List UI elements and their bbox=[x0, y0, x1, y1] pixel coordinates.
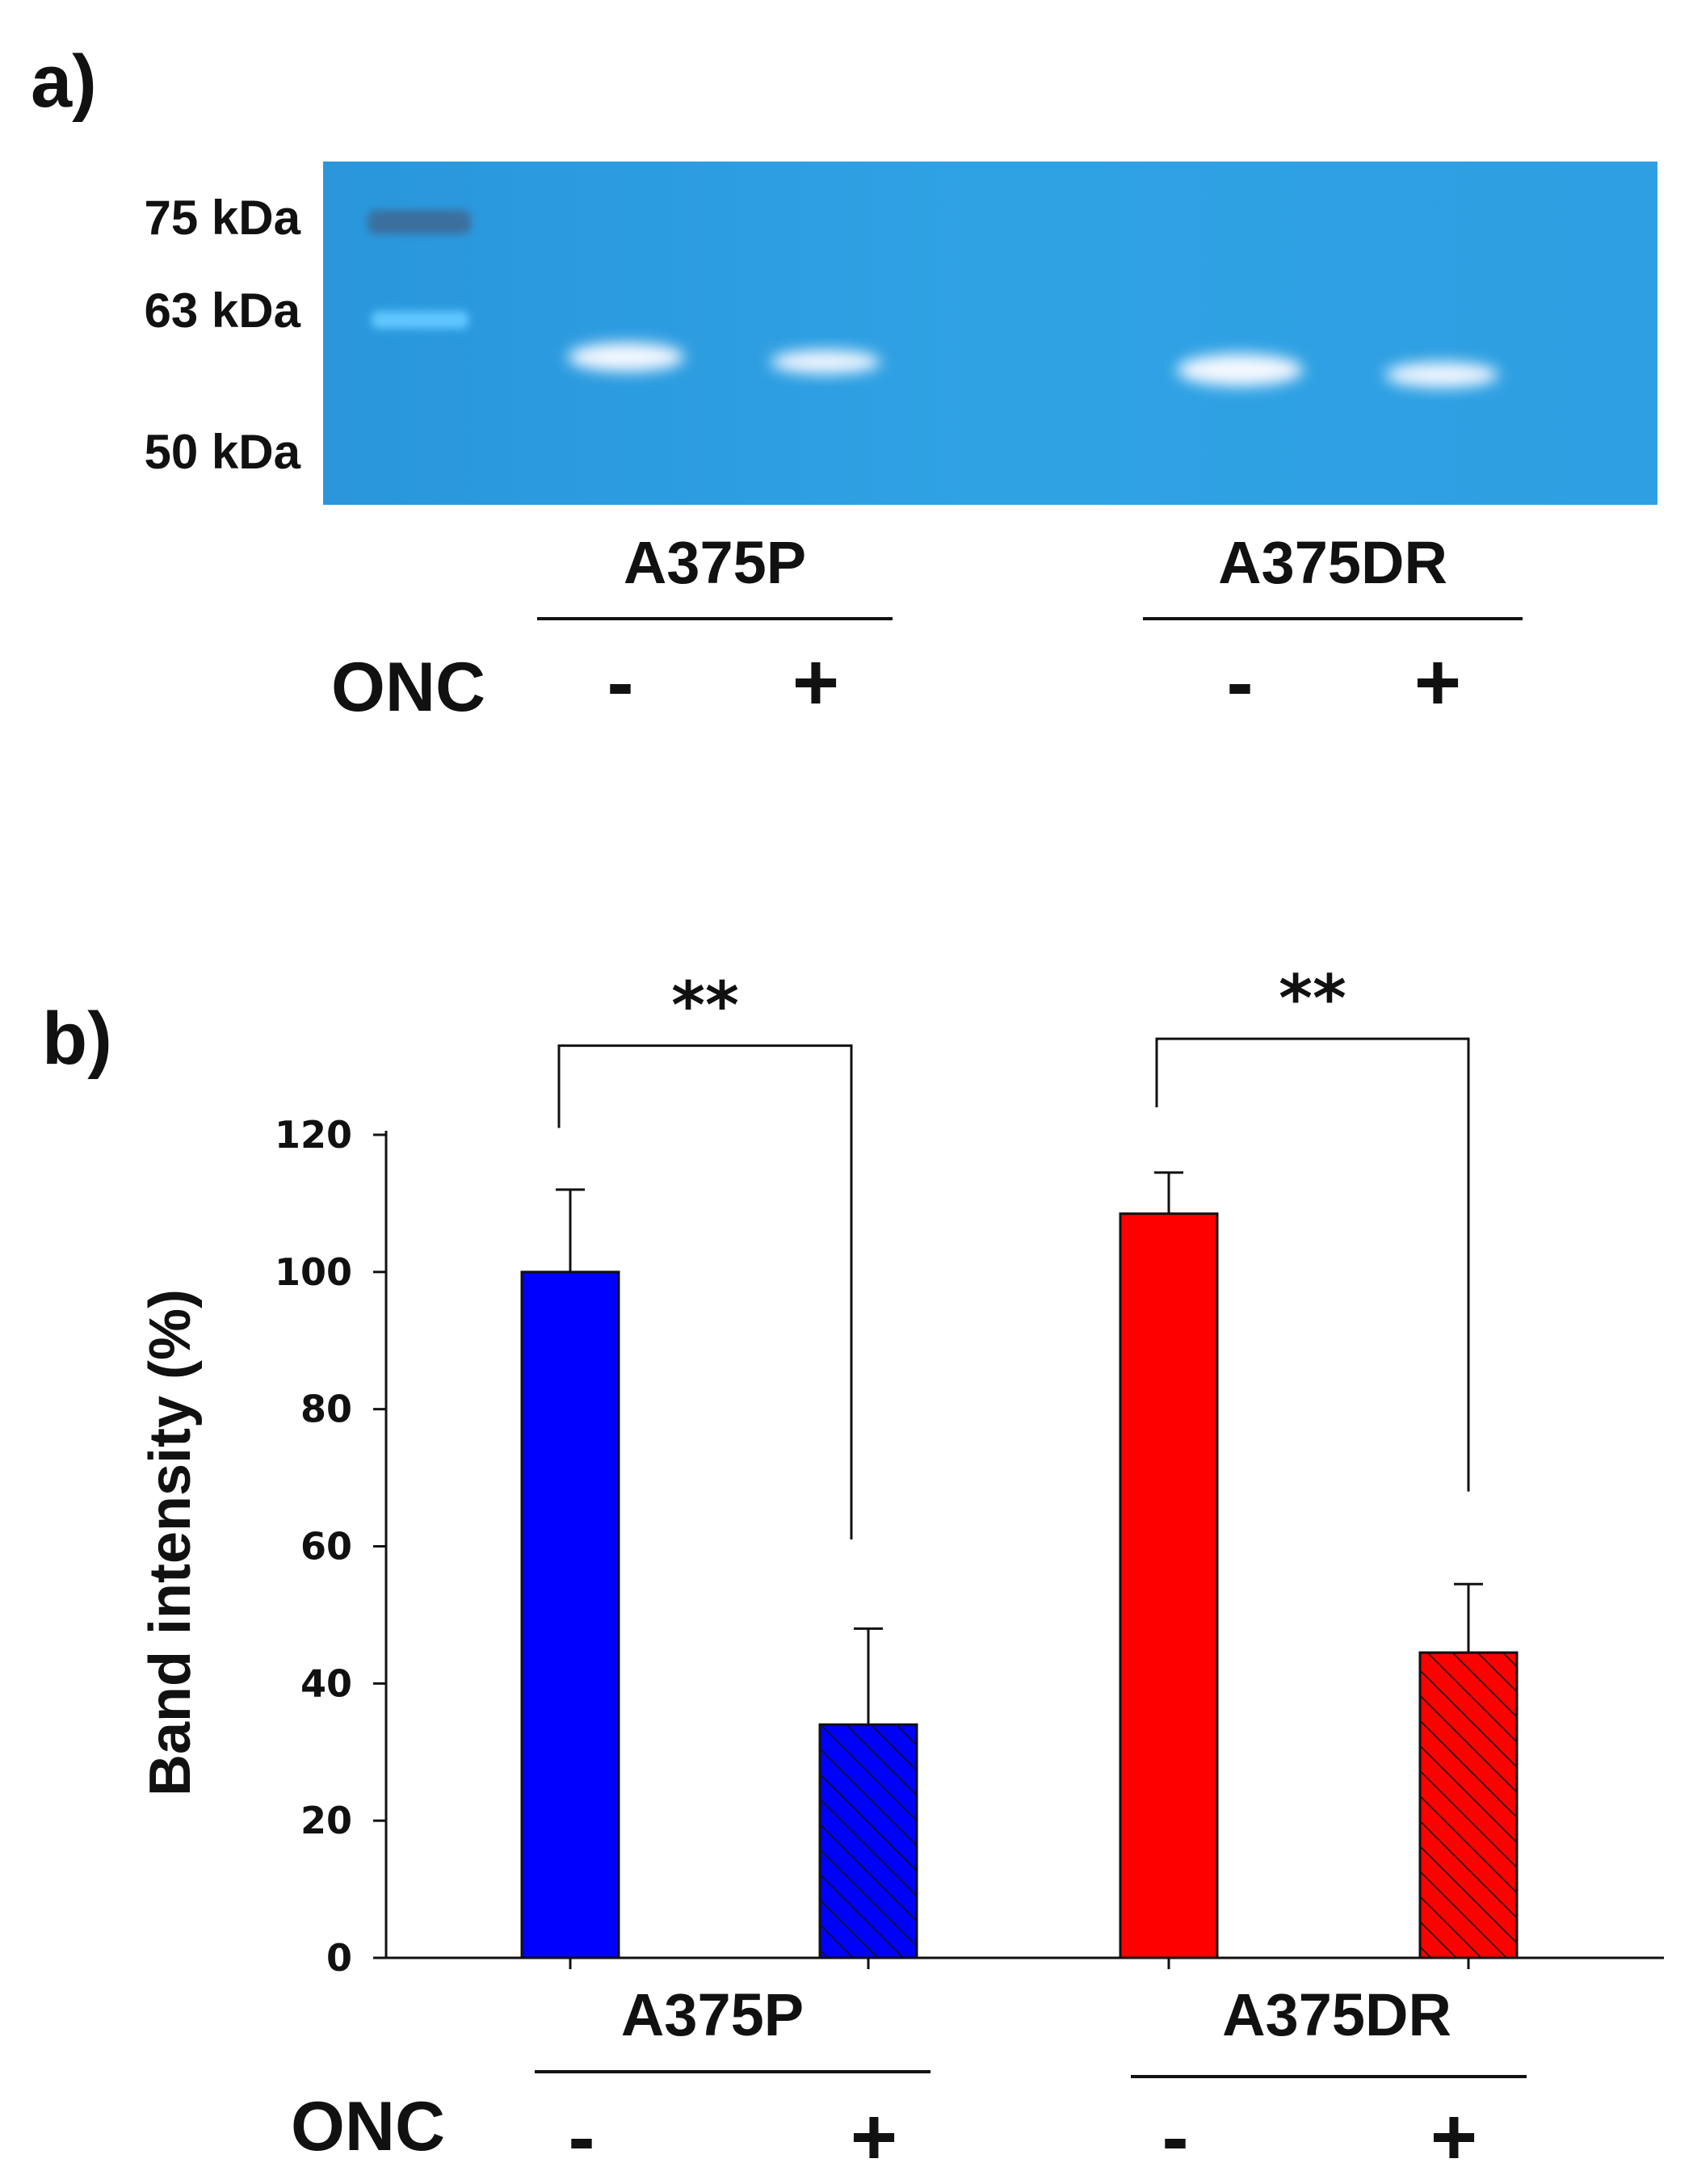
sample-band-a375p-minus bbox=[568, 342, 684, 372]
significance-label-1: ** bbox=[1279, 961, 1346, 1036]
y-axis-label: Band intensity (%) bbox=[138, 1289, 203, 1796]
significance-bracket-1 bbox=[1155, 1037, 1470, 1492]
gel-image bbox=[323, 162, 1657, 505]
marker-label-50: 50 kDa bbox=[144, 425, 300, 479]
bar-hatch-1 bbox=[818, 1723, 918, 1959]
gel-background bbox=[323, 162, 1657, 505]
chart-axes: 0 20 40 60 80 100 120 bbox=[275, 1113, 1664, 1980]
gel-sign-1: - bbox=[607, 637, 634, 728]
y-tick-label-120: 120 bbox=[275, 1113, 352, 1157]
chart-labels: Band intensity (%) A375P A375DR ONC - + … bbox=[138, 1289, 1527, 2182]
chart-sign-4: + bbox=[1430, 2092, 1477, 2182]
y-tick-label-40: 40 bbox=[300, 1661, 352, 1705]
chart-sign-3: - bbox=[1162, 2092, 1188, 2182]
sample-band-a375p-plus bbox=[771, 350, 880, 374]
chart-bars: ** ** bbox=[520, 961, 1519, 1959]
x-group-label-a375dr: A375DR bbox=[1222, 1981, 1451, 2048]
bar-2 bbox=[1119, 1212, 1219, 1959]
x-group-label-a375p: A375P bbox=[621, 1981, 804, 2048]
gel-group-rule-a375p bbox=[537, 617, 893, 620]
gel-svg bbox=[323, 162, 1657, 505]
marker-band-75 bbox=[368, 210, 471, 234]
x-group-rule-a375p bbox=[535, 2070, 931, 2073]
gel-group-rule-a375dr bbox=[1143, 617, 1523, 620]
chart-sign-1: - bbox=[568, 2092, 594, 2182]
significance-bracket-0 bbox=[557, 1044, 853, 1540]
gel-group-label-a375dr: A375DR bbox=[1218, 529, 1447, 596]
y-tick-label-0: 0 bbox=[326, 1936, 352, 1980]
sample-band-a375dr-minus bbox=[1177, 354, 1303, 386]
panel-a-label: a) bbox=[31, 40, 97, 123]
gel-sign-3: - bbox=[1226, 637, 1254, 728]
y-tick-label-100: 100 bbox=[275, 1250, 352, 1294]
gel-sign-2: + bbox=[792, 637, 840, 728]
gel-treatment-label: ONC bbox=[331, 649, 486, 726]
panel-b-label: b) bbox=[42, 998, 112, 1080]
marker-band-63 bbox=[372, 311, 468, 329]
bar-hatch-3 bbox=[1418, 1651, 1519, 1959]
marker-label-75: 75 kDa bbox=[144, 191, 300, 245]
gel-group-label-a375p: A375P bbox=[623, 529, 807, 596]
y-tick-label-80: 80 bbox=[300, 1388, 352, 1431]
y-tick-label-20: 20 bbox=[300, 1799, 352, 1842]
x-group-rule-a375dr bbox=[1131, 2075, 1527, 2078]
bar-0 bbox=[520, 1270, 620, 1959]
significance-label-0: ** bbox=[671, 968, 739, 1044]
chart-sign-2: + bbox=[851, 2092, 897, 2182]
chart-treatment-label: ONC bbox=[291, 2088, 445, 2165]
sample-band-a375dr-plus bbox=[1385, 362, 1498, 388]
y-tick-label-60: 60 bbox=[300, 1525, 352, 1569]
gel-sign-4: + bbox=[1414, 637, 1462, 728]
marker-label-63: 63 kDa bbox=[144, 284, 300, 338]
